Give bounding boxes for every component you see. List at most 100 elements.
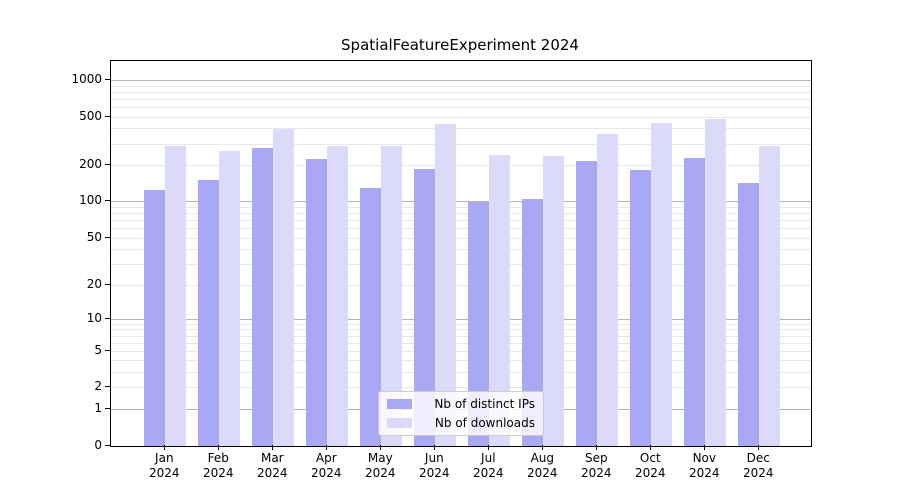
minor-gridline xyxy=(111,143,811,145)
minor-gridline xyxy=(111,165,811,166)
y-tick-label: 0 xyxy=(94,437,102,452)
x-tick-label-month: Apr xyxy=(315,451,337,465)
x-tick-label-month: Jun xyxy=(424,451,444,465)
minor-gridline xyxy=(111,107,811,108)
x-tick-mark xyxy=(758,445,760,450)
x-tick-label-year: 2024 xyxy=(635,466,666,480)
chart-title: SpatialFeatureExperiment 2024 xyxy=(341,36,579,54)
bar-downloads-feb xyxy=(219,150,241,446)
x-tick-mark xyxy=(380,445,382,450)
x-tick-label: Jul 2024 xyxy=(456,451,520,481)
x-tick-label: Dec 2024 xyxy=(726,451,790,481)
x-tick-mark xyxy=(326,445,328,450)
bar-distinct-ips-jul xyxy=(468,201,490,446)
x-tick-label-year: 2024 xyxy=(689,466,720,480)
x-tick-label-month: Jan xyxy=(155,451,174,465)
x-tick-label: Apr 2024 xyxy=(294,451,358,481)
x-tick-label-year: 2024 xyxy=(743,466,774,480)
legend-swatch-downloads xyxy=(387,418,412,428)
major-gridline xyxy=(111,318,811,320)
bar-downloads-oct xyxy=(651,122,673,446)
y-tick-mark xyxy=(105,79,110,80)
bar-downloads-aug xyxy=(543,156,565,446)
plot-area xyxy=(110,60,812,447)
bar-distinct-ips-apr xyxy=(306,159,328,446)
x-tick-label: Nov 2024 xyxy=(672,451,736,481)
x-tick-label: Oct 2024 xyxy=(618,451,682,481)
x-tick-label-month: Sep xyxy=(584,451,608,465)
major-gridline xyxy=(111,80,811,81)
y-tick-label: 50 xyxy=(86,229,102,244)
bar-downloads-dec xyxy=(759,145,781,446)
x-tick-label-month: Nov xyxy=(692,451,716,465)
minor-gridline xyxy=(111,237,811,239)
bar-downloads-nov xyxy=(705,118,727,446)
minor-gridline xyxy=(111,335,811,337)
minor-gridline xyxy=(111,323,811,325)
minor-gridline xyxy=(111,116,811,118)
x-tick-label-year: 2024 xyxy=(149,466,180,480)
x-tick-label: Mar 2024 xyxy=(240,451,304,481)
x-tick-mark xyxy=(704,445,706,450)
bar-distinct-ips-may xyxy=(360,188,382,446)
minor-gridline xyxy=(111,387,811,389)
y-tick-label: 5 xyxy=(94,342,102,357)
bar-distinct-ips-dec xyxy=(738,183,760,446)
minor-gridline xyxy=(111,350,811,352)
y-tick-label: 200 xyxy=(79,157,102,171)
x-tick-mark xyxy=(488,445,490,450)
minor-gridline xyxy=(111,228,811,229)
y-tick-mark xyxy=(105,317,110,319)
bar-downloads-sep xyxy=(597,133,619,446)
legend-item-downloads: Nb of downloads xyxy=(387,416,535,430)
y-tick-label: 100 xyxy=(79,193,102,208)
bar-downloads-apr xyxy=(327,145,349,446)
bar-distinct-ips-sep xyxy=(576,160,598,446)
y-tick-mark xyxy=(105,164,110,165)
x-tick-label: May 2024 xyxy=(348,451,412,481)
minor-gridline xyxy=(111,284,811,286)
y-tick-label: 1000 xyxy=(71,72,102,86)
x-tick-label-year: 2024 xyxy=(473,466,504,480)
x-tick-label-month: Jul xyxy=(481,451,496,465)
bar-downloads-jul xyxy=(489,154,511,446)
x-tick-mark xyxy=(650,445,652,450)
x-tick-label-year: 2024 xyxy=(365,466,396,480)
x-tick-label: Feb 2024 xyxy=(186,451,250,481)
legend-label-downloads: Nb of downloads xyxy=(434,416,535,430)
x-tick-label: Jun 2024 xyxy=(402,451,466,481)
y-tick-mark xyxy=(105,444,110,446)
y-tick-label: 10 xyxy=(86,310,102,325)
x-tick-label-month: Mar xyxy=(260,451,284,465)
x-tick-label-year: 2024 xyxy=(419,466,450,480)
minor-gridline xyxy=(111,213,811,214)
bar-distinct-ips-aug xyxy=(522,199,544,446)
y-tick-label: 500 xyxy=(79,108,102,123)
y-tick-label: 20 xyxy=(86,276,102,291)
legend-label-distinct-ips: Nb of distinct IPs xyxy=(434,397,535,411)
bar-downloads-may xyxy=(381,145,403,446)
minor-gridline xyxy=(111,220,811,221)
y-tick-mark xyxy=(105,115,110,117)
x-tick-label-month: May xyxy=(367,451,393,465)
bar-distinct-ips-oct xyxy=(630,169,652,446)
bar-distinct-ips-nov xyxy=(684,157,706,446)
minor-gridline xyxy=(111,85,811,87)
bar-distinct-ips-feb xyxy=(198,180,220,446)
x-tick-label-month: Aug xyxy=(530,451,555,465)
legend-item-distinct-ips: Nb of distinct IPs xyxy=(387,397,535,411)
y-tick-mark xyxy=(105,407,110,409)
x-tick-label-month: Feb xyxy=(207,451,229,465)
legend-swatch-distinct-ips xyxy=(387,399,412,409)
bar-distinct-ips-mar xyxy=(252,148,274,446)
x-tick-mark xyxy=(218,445,220,450)
y-tick-mark xyxy=(105,349,110,351)
bar-downloads-mar xyxy=(273,128,295,446)
minor-gridline xyxy=(111,372,811,374)
x-tick-label-year: 2024 xyxy=(257,466,288,480)
minor-gridline xyxy=(111,128,811,130)
bar-distinct-ips-jan xyxy=(144,190,166,446)
x-tick-label-month: Oct xyxy=(639,451,661,465)
y-tick-mark xyxy=(105,283,110,285)
